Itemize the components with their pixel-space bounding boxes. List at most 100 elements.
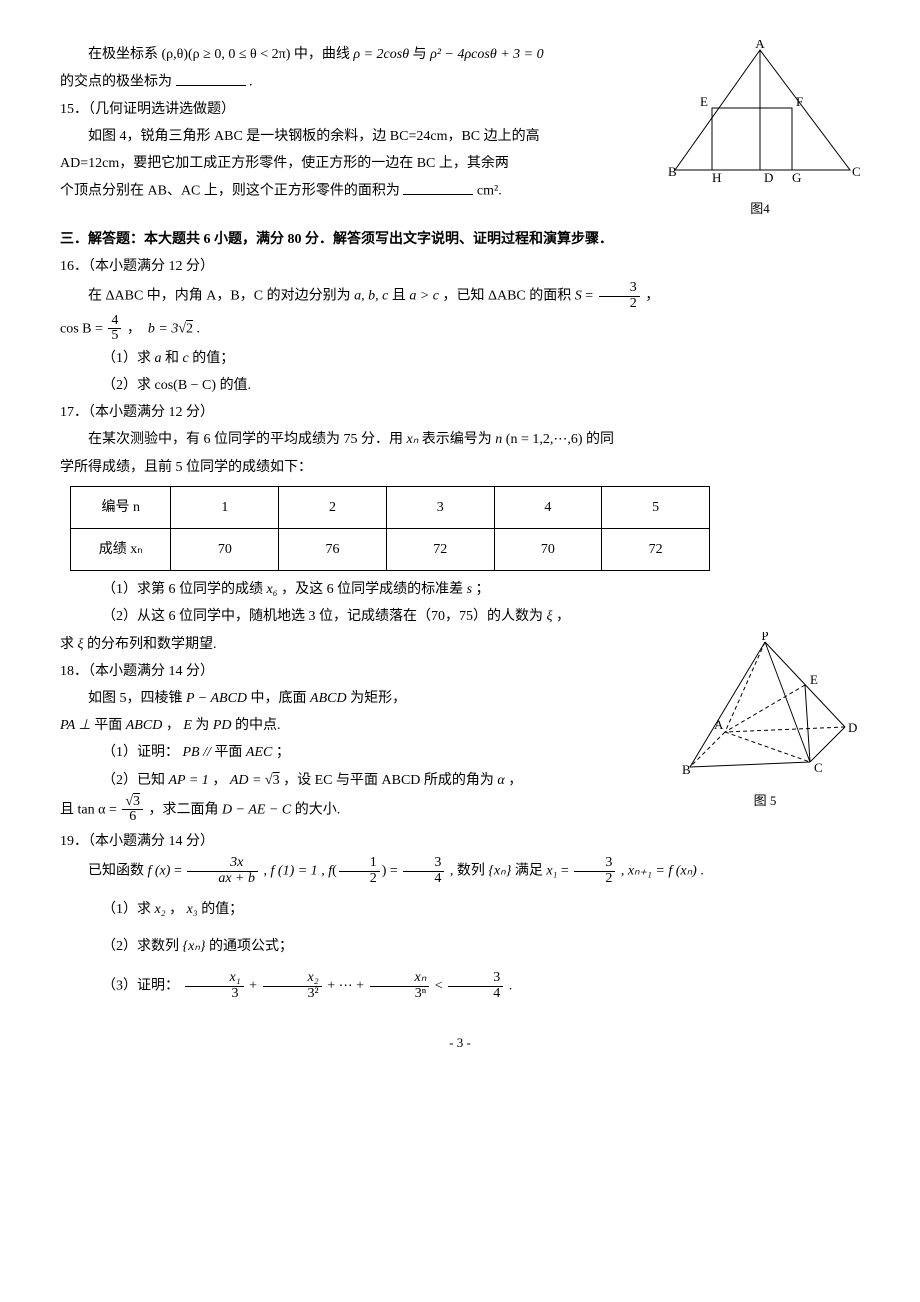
q18-l3c: 的大小. bbox=[295, 802, 341, 817]
q18-pb: PB // bbox=[183, 745, 215, 760]
q16-agtc: a > c bbox=[409, 289, 439, 304]
q17-p3a: 求 bbox=[60, 637, 78, 652]
q18-ap1: AP = 1 bbox=[169, 773, 209, 788]
th5: 5 bbox=[602, 486, 710, 528]
score-table: 编号 n 1 2 3 4 5 成绩 xₙ 70 76 72 70 72 bbox=[70, 486, 710, 571]
q19-p2: （2）求数列 {xₙ} 的通项公式； bbox=[60, 934, 860, 959]
q17-p2: （2）从这 6 位同学中，随机地选 3 位，记成绩落在（70，75）的人数为 ξ… bbox=[60, 604, 860, 629]
label-e5: E bbox=[810, 672, 818, 687]
q17-p1: （1）求第 6 位同学的成绩 x₆ ，及这 6 位同学成绩的标准差 s ； bbox=[60, 577, 860, 602]
tr0: 成绩 xₙ bbox=[71, 529, 171, 571]
q14-l1a: 在极坐标系 bbox=[88, 47, 162, 62]
q18-p1b: 平面 bbox=[214, 745, 246, 760]
label-g: G bbox=[792, 170, 801, 185]
q18-adroot: 3 bbox=[273, 773, 280, 788]
q16-p1: （1）求 a 和 c 的值； bbox=[60, 346, 860, 371]
q16-l1c: 且 bbox=[392, 289, 410, 304]
q17-l1: 在某次测验中，有 6 位同学的平均成绩为 75 分．用 xₙ 表示编号为 n (… bbox=[60, 427, 860, 452]
q19-t1d: 3 bbox=[185, 987, 244, 1002]
q19-x2: x₂ bbox=[155, 902, 166, 917]
q16-l1a: 在 bbox=[88, 289, 106, 304]
q18-abcd: ABCD bbox=[310, 691, 347, 706]
triangle-figure-svg: A B C D E F H G bbox=[660, 40, 860, 190]
tr3: 72 bbox=[386, 529, 494, 571]
q19-seq: {xₙ} bbox=[488, 864, 511, 879]
q19-v34n: 3 bbox=[403, 856, 444, 872]
q19-plus1: + bbox=[249, 978, 260, 993]
tr5: 72 bbox=[602, 529, 710, 571]
q18-l1a: 如图 5，四棱锥 bbox=[88, 691, 186, 706]
q19-t2d: 3² bbox=[263, 987, 322, 1002]
q19-head: 19．（本小题满分 14 分） bbox=[60, 829, 860, 854]
q16-cbden: 5 bbox=[108, 329, 121, 344]
q17-l1c: (n = 1,2,⋯,6) 的同 bbox=[506, 432, 614, 447]
q16-l2: cos B = 45 ， b = 3√2 . bbox=[60, 314, 860, 344]
q18-p1c: ； bbox=[276, 745, 290, 760]
q18-p2c: ，设 EC 与平面 ABCD 所成的角为 bbox=[283, 773, 497, 788]
q19-seq2: {xₙ} bbox=[183, 939, 206, 954]
q19-t2n: x₂ bbox=[263, 971, 322, 987]
label-b: B bbox=[668, 164, 677, 179]
q16-p2a: （2）求 bbox=[102, 378, 155, 393]
q18-l2c: ABCD bbox=[126, 718, 163, 733]
q19-l1f: , bbox=[621, 864, 628, 879]
th0: 编号 n bbox=[71, 486, 171, 528]
label-f: F bbox=[796, 94, 803, 109]
q17-l1b: 表示编号为 bbox=[422, 432, 496, 447]
q19-l1a: 已知函数 bbox=[88, 864, 148, 879]
q16-p1e: 的值； bbox=[192, 351, 234, 366]
q19-p3: （3）证明： x₁3 + x₂3² + ⋯ + xₙ3ⁿ < 34 . bbox=[60, 971, 860, 1001]
q16-p2end: 的值. bbox=[220, 378, 252, 393]
q16-p1av: a bbox=[155, 351, 162, 366]
q19-tnd: 3ⁿ bbox=[370, 987, 430, 1002]
q17-p1c: ； bbox=[476, 582, 490, 597]
label-d5: D bbox=[848, 720, 857, 735]
q18-l2a: PA ⊥ bbox=[60, 718, 94, 733]
q17-xn: xₙ bbox=[407, 432, 419, 447]
q19-l1g: . bbox=[700, 864, 704, 879]
q18-p2b: ， bbox=[212, 773, 230, 788]
figure-5: P A B C D E 图 5 bbox=[670, 632, 860, 813]
q19-hn: 1 bbox=[339, 856, 380, 872]
section3-title: 三．解答题：本大题共 6 小题，满分 80 分．解答须写出文字说明、证明过程和演… bbox=[60, 227, 860, 252]
label-c: C bbox=[852, 164, 860, 179]
q19-dots: + ⋯ + bbox=[327, 978, 367, 993]
q15-l3a: 个顶点分别在 AB、AC 上，则这个正方形零件的面积为 bbox=[60, 184, 400, 199]
label-b5: B bbox=[682, 762, 691, 777]
tr4: 70 bbox=[494, 529, 602, 571]
q15-blank bbox=[403, 178, 473, 194]
q17-p1a: （1）求第 6 位同学的成绩 bbox=[102, 582, 267, 597]
q19-eq: = bbox=[174, 864, 185, 879]
q17-head: 17．（本小题满分 12 分） bbox=[60, 400, 860, 425]
q19-p2b: 的通项公式； bbox=[209, 939, 293, 954]
q18-alpha: α bbox=[497, 773, 504, 788]
page-number: - 3 - bbox=[60, 1031, 860, 1054]
q17-x6: x₆ bbox=[267, 582, 278, 597]
q18-tannum: √3 bbox=[122, 795, 143, 811]
q18-p2a: （2）已知 bbox=[102, 773, 169, 788]
label-h: H bbox=[712, 170, 721, 185]
q18-l2d: ， bbox=[166, 718, 180, 733]
q16-tri2: ΔABC bbox=[488, 289, 526, 304]
th3: 3 bbox=[386, 486, 494, 528]
q19-p1b: 的值； bbox=[201, 902, 243, 917]
q14-expr3: ρ² − 4ρcosθ + 3 = 0 bbox=[430, 47, 544, 62]
q18-l3b: ，求二面角 bbox=[149, 802, 223, 817]
q16-s: S bbox=[575, 289, 582, 304]
pyramid-figure-svg: P A B C D E bbox=[670, 632, 860, 782]
q14-l1c: 与 bbox=[413, 47, 431, 62]
q19-rn: 3 bbox=[448, 971, 503, 987]
q17-xi: ξ bbox=[547, 609, 553, 624]
th4: 4 bbox=[494, 486, 602, 528]
q19-hd: 2 bbox=[339, 872, 380, 887]
q19-x1d: 2 bbox=[574, 872, 615, 887]
label-e: E bbox=[700, 94, 708, 109]
q19-tnn: xₙ bbox=[370, 971, 430, 987]
q16-p1m: 和 bbox=[165, 351, 183, 366]
q16-eq: = bbox=[585, 289, 596, 304]
q16-bvala: b = 3 bbox=[148, 321, 178, 336]
q18-l2e: E bbox=[183, 718, 192, 733]
q14-l2: 的交点的极坐标为 bbox=[60, 75, 172, 90]
table-header-row: 编号 n 1 2 3 4 5 bbox=[71, 486, 710, 528]
q18-eq: = bbox=[109, 802, 120, 817]
